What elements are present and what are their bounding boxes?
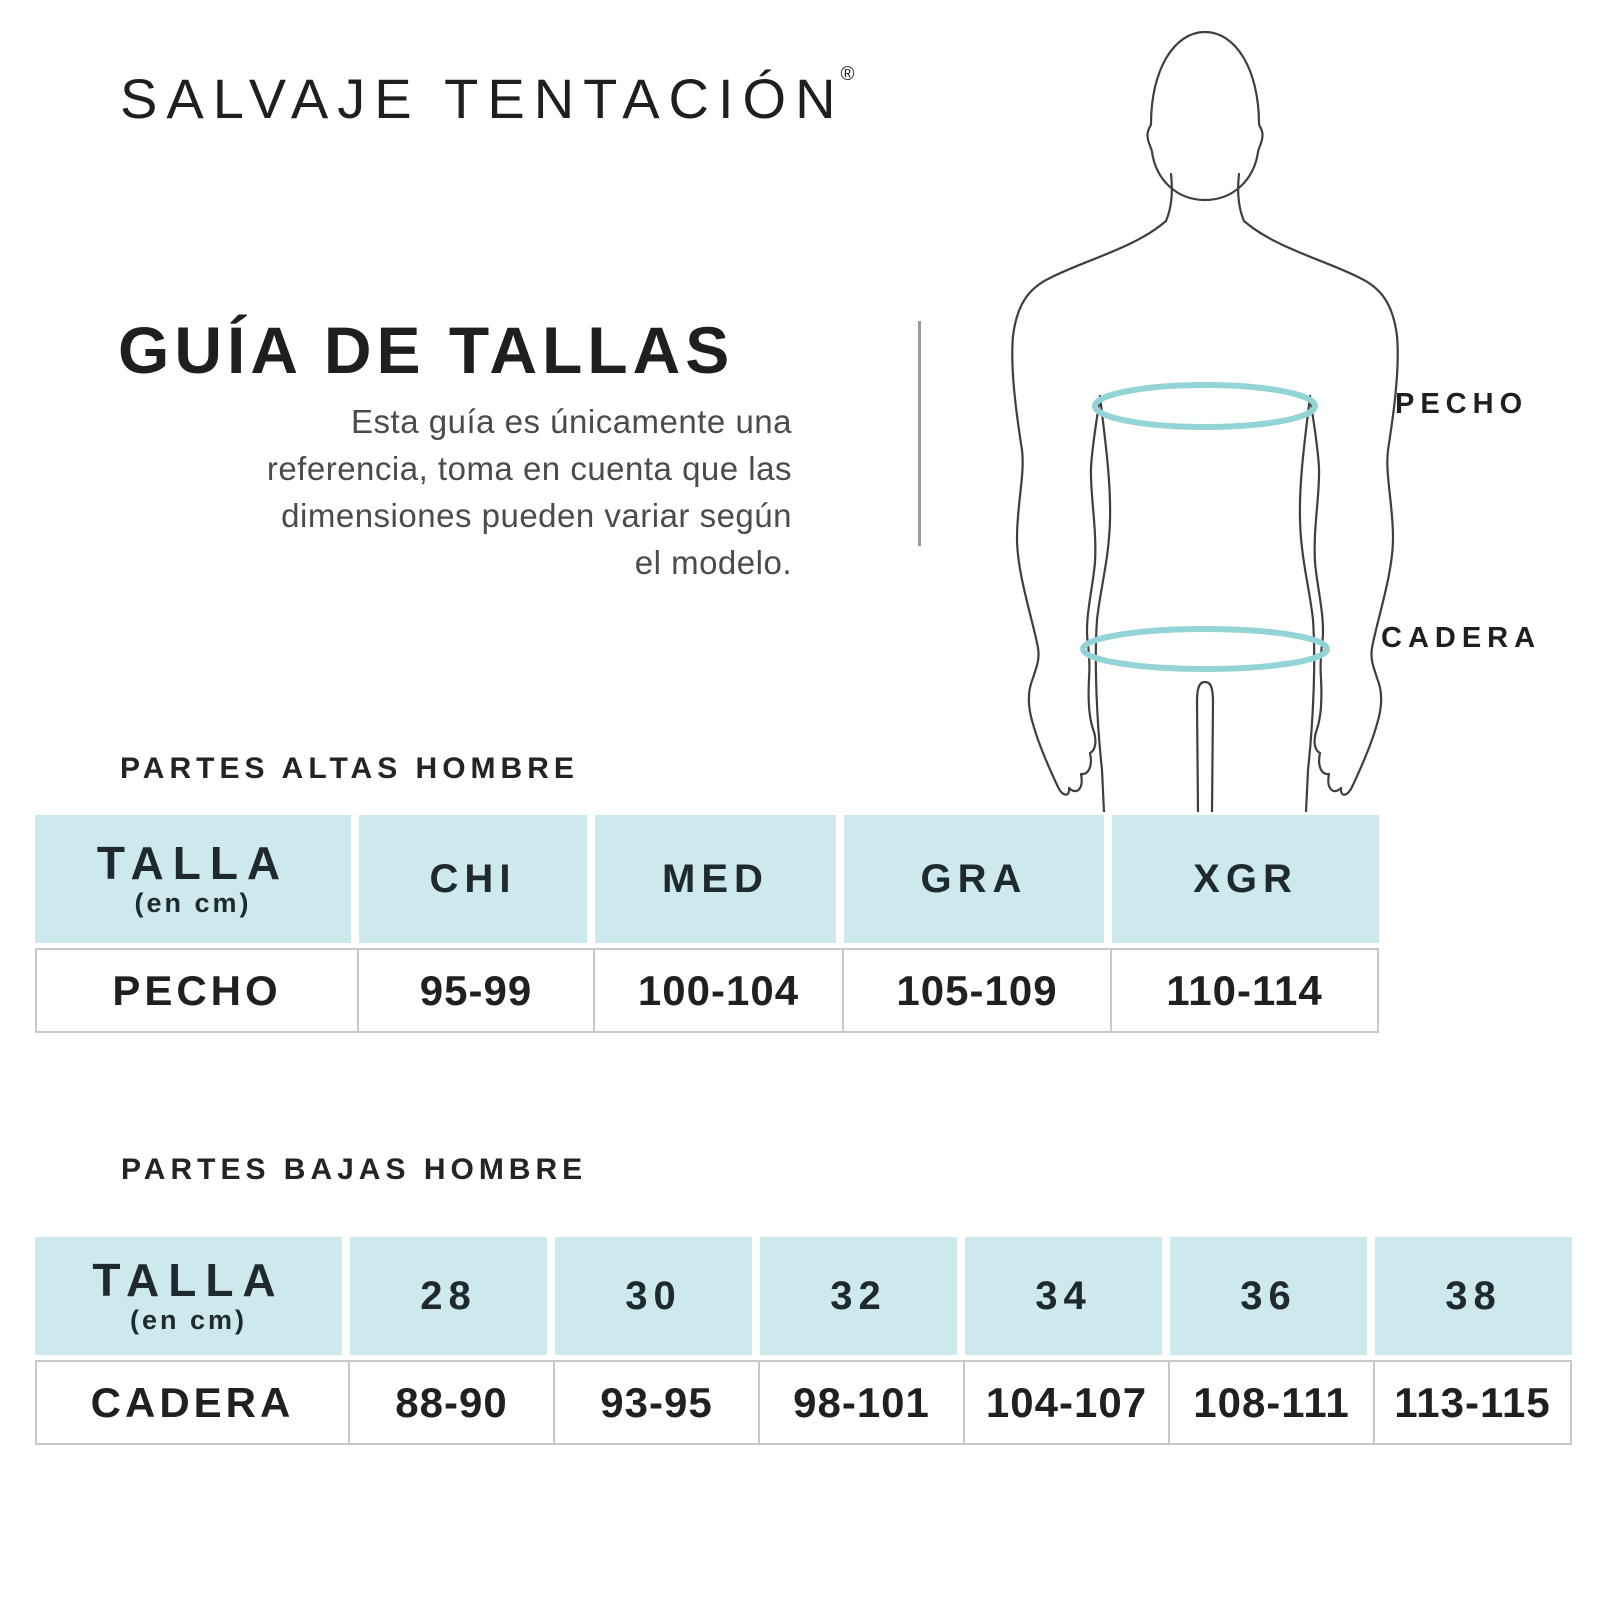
measurement-value-cell: 93-95 <box>553 1362 758 1443</box>
size-label: TALLA <box>92 1254 285 1307</box>
size-column-header: 28 <box>350 1237 547 1355</box>
neck-line-left <box>1164 172 1174 223</box>
intro-paragraph: Esta guía es únicamente una referencia, … <box>92 398 792 586</box>
torso-right-outline <box>1298 394 1316 812</box>
head-outline <box>1146 30 1264 202</box>
measurement-value-cell: 113-115 <box>1373 1362 1570 1443</box>
lower-table-header-row: TALLA (en cm) 28 30 32 34 36 38 <box>35 1237 1572 1355</box>
measurement-row-label: CADERA <box>90 1378 295 1426</box>
intro-line: el modelo. <box>634 544 792 581</box>
page-title: GUÍA DE TALLAS <box>118 313 735 387</box>
brand-name: SALVAJE TENTACIÓN <box>120 67 845 130</box>
measurement-row-label: PECHO <box>112 966 282 1014</box>
size-column-header: 32 <box>760 1237 957 1355</box>
male-body-outline <box>1011 30 1399 812</box>
upper-sizes-table: TALLA (en cm) CHI MED GRA XGR PECHO 95-9… <box>35 815 1379 1033</box>
inner-legs-outline <box>1195 680 1215 812</box>
body-figure-illustration <box>1005 22 1405 812</box>
size-column-header: GRA <box>844 815 1104 943</box>
left-arm-outline <box>1011 219 1168 796</box>
size-unit: (en cm) <box>134 887 252 918</box>
right-arm-outline <box>1242 219 1399 796</box>
measurement-value-cell: 108-111 <box>1168 1362 1373 1443</box>
size-column-header: 38 <box>1375 1237 1572 1355</box>
measurement-value-cell: 88-90 <box>348 1362 553 1443</box>
measurement-value-cell: 98-101 <box>758 1362 963 1443</box>
upper-table-header-row: TALLA (en cm) CHI MED GRA XGR <box>35 815 1379 943</box>
size-column-header: 36 <box>1170 1237 1367 1355</box>
lower-table-heading: PARTES BAJAS HOMBRE <box>121 1153 588 1186</box>
registered-trademark-icon: ® <box>840 64 855 85</box>
lower-table-data-row: CADERA 88-90 93-95 98-101 104-107 108-11… <box>35 1360 1572 1445</box>
measurement-value-cell: 100-104 <box>593 950 842 1031</box>
hip-measure-ellipse <box>1080 626 1330 672</box>
size-column-header: 34 <box>965 1237 1162 1355</box>
upper-table-data-row: PECHO 95-99 100-104 105-109 110-114 <box>35 948 1379 1033</box>
intro-line: referencia, toma en cuenta que las <box>266 450 792 487</box>
size-column-header: XGR <box>1112 815 1379 943</box>
neck-line-right <box>1236 172 1246 223</box>
lower-sizes-table: TALLA (en cm) 28 30 32 34 36 38 CADERA 8… <box>35 1237 1572 1445</box>
chest-measure-ellipse <box>1092 382 1318 430</box>
intro-line: dimensiones pueden variar según <box>281 497 792 534</box>
chest-label: PECHO <box>1395 388 1529 420</box>
size-column-header: MED <box>595 815 836 943</box>
size-header-cell: TALLA (en cm) <box>35 1237 342 1355</box>
intro-line: Esta guía es únicamente una <box>351 403 792 440</box>
size-unit: (en cm) <box>129 1304 248 1335</box>
torso-left-outline <box>1094 394 1112 812</box>
brand-logotype: SALVAJE TENTACIÓN® <box>120 64 859 131</box>
measurement-value-cell: 105-109 <box>842 950 1110 1031</box>
upper-table-heading: PARTES ALTAS HOMBRE <box>120 752 579 785</box>
size-column-header: 30 <box>555 1237 752 1355</box>
vertical-divider <box>918 321 921 546</box>
size-label: TALLA <box>96 837 290 890</box>
measurement-value-cell: 110-114 <box>1110 950 1377 1031</box>
hip-label: CADERA <box>1381 622 1542 654</box>
size-header-cell: TALLA (en cm) <box>35 815 351 943</box>
size-column-header: CHI <box>359 815 587 943</box>
measurement-value-cell: 104-107 <box>963 1362 1168 1443</box>
measurement-value-cell: 95-99 <box>357 950 593 1031</box>
